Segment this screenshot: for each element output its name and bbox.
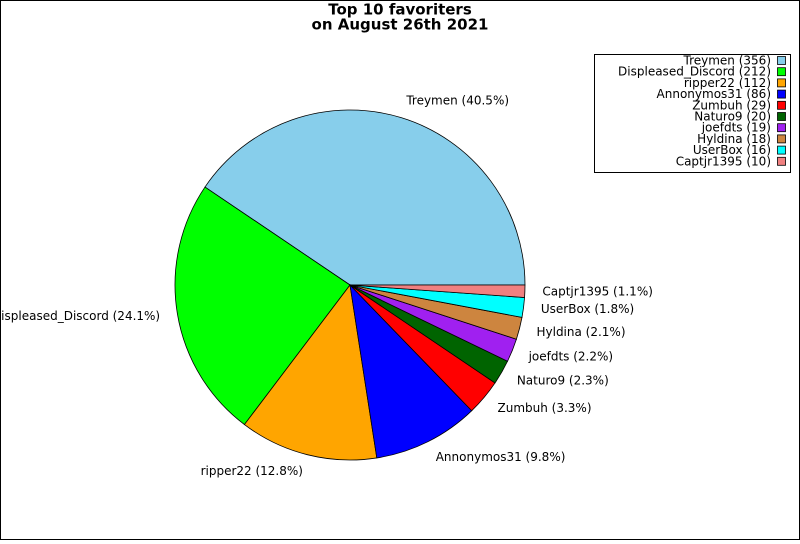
pie-slice [349,283,473,459]
pie-slice [174,186,351,426]
slice-label: ripper22 (12.8%) [201,464,303,478]
slice-label: Hyldina (2.1%) [536,325,625,339]
slice-label: joefdts (2.2%) [528,349,614,363]
legend-swatch [777,89,786,99]
slice-label: Treymen (40.5%) [405,93,509,107]
legend-swatch [777,67,786,77]
legend-swatch [777,56,786,65]
slice-label: Displeased_Discord (24.1%) [0,309,160,323]
slice-label: Zumbuh (3.3%) [498,401,592,415]
slice-label: Annonymos31 (9.8%) [436,450,566,464]
legend-swatch [777,156,786,166]
pie-slice [243,284,378,461]
legend-label: UserBox (16) [693,143,771,157]
legend-label: Treymen (356) [683,54,771,68]
legend-swatch [777,134,786,144]
legend-label: Captjr1395 (10) [676,154,771,168]
chart-title: Top 10 favoriters [328,1,472,19]
legend-swatch [777,100,786,110]
slice-label: Naturo9 (2.3%) [517,374,609,388]
legend-swatch [777,145,786,155]
legend-swatch [777,112,786,121]
pie-slice [349,284,526,298]
legend-label: Naturo9 (20) [694,110,771,124]
legend-swatch [777,78,786,88]
chart-subtitle: on August 26th 2021 [312,16,489,34]
legend-label: Annonymos31 (86) [657,87,771,101]
legend-label: Zumbuh (29) [692,98,771,112]
legend-label: Displeased_Discord (212) [618,65,771,79]
legend-box [594,54,791,173]
legend-swatch [777,123,786,133]
slice-label: Captjr1395 (1.1%) [542,284,653,298]
pie-slice [204,109,526,286]
slice-label: UserBox (1.8%) [541,302,634,316]
legend-label: ripper22 (112) [684,76,771,90]
legend-label: joefdts (19) [701,121,771,135]
legend-label: Hyldina (18) [697,132,771,146]
